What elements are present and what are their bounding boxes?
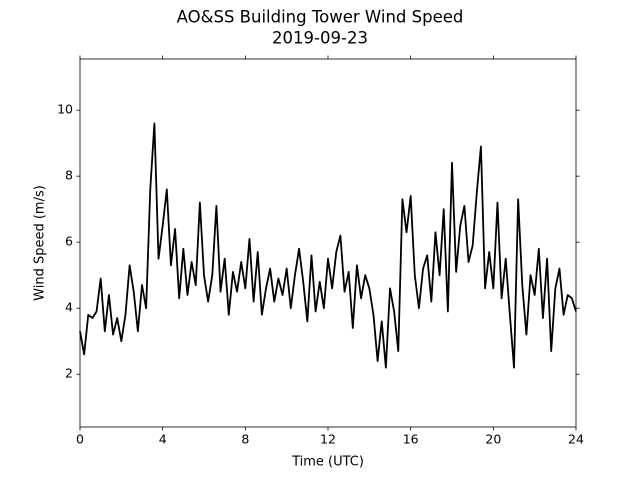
x-tick-label: 20 [485,432,501,447]
chart-subtitle: 2019-09-23 [272,29,368,48]
x-axis-label: Time (UTC) [291,455,364,470]
x-tick-label: 12 [320,432,336,447]
chart-title: AO&SS Building Tower Wind Speed [177,8,464,27]
x-tick-label: 0 [76,432,84,447]
y-axis-label: Wind Speed (m/s) [33,185,48,301]
x-tick-label: 16 [403,432,419,447]
x-tick-label: 8 [241,432,249,447]
x-tick-label: 24 [568,432,584,447]
x-tick-label: 4 [159,432,167,447]
y-tick-label: 8 [65,168,73,183]
y-tick-label: 4 [65,300,73,315]
y-tick-label: 10 [57,102,73,117]
wind-speed-line [79,122,577,369]
y-tick-label: 2 [65,366,73,381]
y-tick-label: 6 [65,234,73,249]
plot-frame [79,58,577,428]
